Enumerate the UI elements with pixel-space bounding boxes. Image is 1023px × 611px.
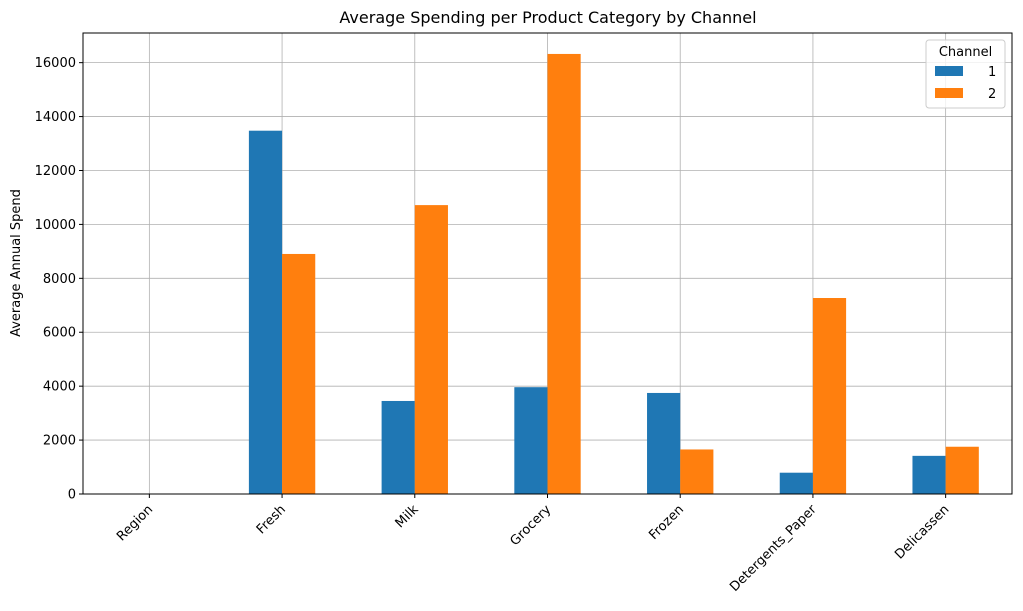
bar-2-Grocery (547, 53, 581, 494)
legend-label-2: 2 (988, 87, 996, 102)
x-tick-label: Region (114, 502, 156, 544)
y-axis-label: Average Annual Spend (9, 189, 24, 337)
chart-title: Average Spending per Product Category by… (339, 8, 756, 27)
y-tick-label: 4000 (43, 380, 76, 395)
x-tick-label: Frozen (646, 502, 687, 543)
y-tick-label: 6000 (43, 326, 76, 341)
legend-swatch-2 (935, 88, 963, 98)
legend: Channel 1 2 (925, 39, 1006, 109)
y-tick-label: 16000 (35, 56, 76, 71)
y-tick-label: 0 (68, 488, 76, 503)
y-tick-label: 2000 (43, 434, 76, 449)
bar-1-Grocery (514, 387, 548, 494)
x-tick-label: Delicassen (892, 502, 952, 562)
y-tick-label: 10000 (35, 218, 76, 233)
bar-1-Fresh (248, 130, 283, 494)
bar-2-Frozen (680, 449, 714, 494)
bar-2-Delicassen (945, 446, 979, 494)
x-tick-label: Milk (393, 502, 422, 531)
y-tick-label: 8000 (43, 272, 76, 287)
x-tick-label: Detergents_Paper (727, 502, 820, 595)
y-tick-label: 12000 (35, 164, 76, 179)
bar-1-Frozen (647, 392, 681, 494)
y-tick-label: 14000 (35, 110, 76, 125)
bars (116, 53, 979, 494)
x-tick-label: Grocery (507, 502, 554, 549)
axes: 0 2000 4000 6000 8000 10000 12000 14000 16000 Reg… (35, 32, 1013, 595)
bar-2-Fresh (282, 253, 316, 494)
x-tick-label: Fresh (254, 502, 289, 537)
legend-title: Channel (939, 45, 992, 60)
bar-1-Delicassen (912, 455, 946, 494)
legend-swatch-1 (935, 66, 963, 76)
bar-1-Detergents_Paper (779, 472, 813, 494)
legend-label-1: 1 (988, 65, 996, 80)
bar-2-Milk (414, 205, 448, 494)
bar-1-Milk (381, 400, 415, 494)
bar-2-Detergents_Paper (812, 298, 847, 494)
